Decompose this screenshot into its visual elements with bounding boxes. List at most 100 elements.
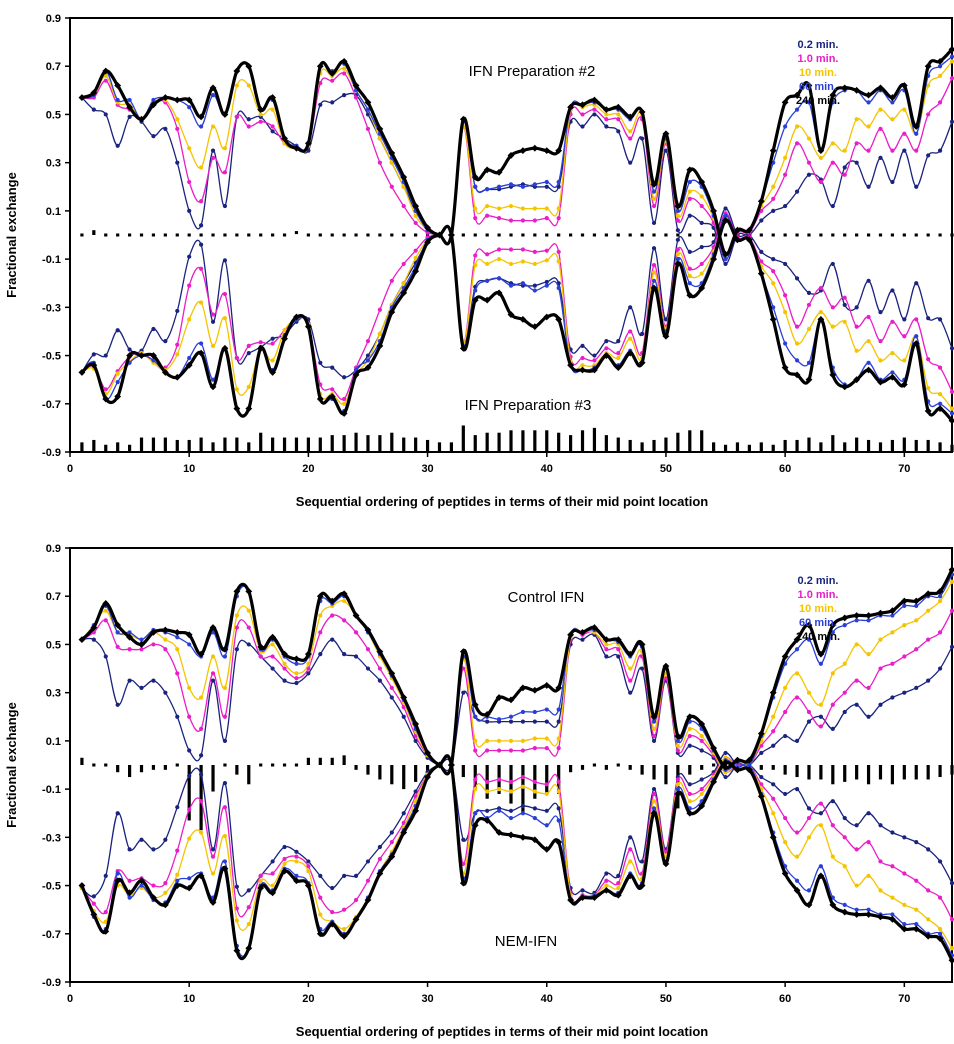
series-point bbox=[185, 361, 193, 369]
x-tick-label: 20 bbox=[302, 463, 314, 475]
difference-bar bbox=[390, 765, 394, 785]
series-point bbox=[209, 383, 217, 391]
series-point bbox=[163, 338, 168, 344]
series-point bbox=[866, 811, 871, 816]
series-point bbox=[699, 733, 704, 739]
series-point bbox=[734, 236, 741, 244]
difference-bar bbox=[390, 233, 394, 237]
series-point bbox=[889, 373, 896, 381]
series-point bbox=[926, 637, 931, 642]
difference-bar bbox=[92, 230, 96, 235]
difference-bar bbox=[473, 765, 477, 790]
series-point bbox=[806, 136, 812, 141]
series-point bbox=[818, 724, 823, 729]
series-point bbox=[102, 395, 110, 403]
series-point bbox=[282, 678, 287, 683]
difference-bar bbox=[878, 765, 883, 780]
difference-bar bbox=[771, 765, 775, 770]
difference-bar bbox=[807, 765, 811, 780]
y-tick-label: -0.9 bbox=[42, 447, 61, 459]
series-point bbox=[769, 833, 777, 841]
difference-bar bbox=[80, 442, 84, 452]
series-point bbox=[257, 884, 265, 892]
series-point bbox=[544, 283, 549, 288]
series-point bbox=[687, 179, 692, 185]
difference-bar bbox=[855, 233, 859, 237]
series-point bbox=[651, 263, 657, 268]
series-point bbox=[102, 600, 110, 607]
difference-bar bbox=[533, 233, 537, 237]
difference-bar bbox=[676, 765, 680, 809]
series-point bbox=[555, 147, 563, 155]
series-point bbox=[115, 871, 120, 876]
series-point bbox=[771, 796, 776, 801]
series-point bbox=[771, 269, 776, 274]
difference-bar bbox=[664, 233, 668, 237]
difference-bar bbox=[378, 233, 382, 237]
series-point bbox=[924, 62, 932, 70]
difference-bar bbox=[187, 233, 191, 237]
series-point bbox=[949, 59, 954, 64]
series-point bbox=[246, 83, 251, 88]
series-point bbox=[210, 871, 216, 876]
difference-bar bbox=[914, 439, 918, 452]
series-point bbox=[734, 226, 741, 234]
series-point bbox=[316, 930, 324, 938]
difference-bar bbox=[652, 233, 656, 237]
series-point bbox=[115, 379, 120, 385]
difference-bar bbox=[914, 233, 918, 237]
difference-bar bbox=[795, 439, 799, 452]
series-point bbox=[127, 878, 132, 883]
series-point bbox=[949, 411, 954, 416]
series-point bbox=[175, 647, 180, 652]
legend: 0.2 min. 1.0 min. 10 min. 60 min. 240 min. bbox=[796, 39, 840, 107]
difference-bar bbox=[843, 765, 847, 782]
series-point bbox=[127, 678, 132, 683]
difference-bar bbox=[211, 442, 215, 452]
difference-bar bbox=[735, 442, 740, 452]
series-point bbox=[674, 202, 682, 210]
x-tick-label: 50 bbox=[660, 993, 672, 1005]
series-point bbox=[781, 870, 789, 877]
difference-bar bbox=[163, 437, 167, 452]
series-point bbox=[628, 666, 633, 671]
difference-bar bbox=[92, 763, 96, 767]
series-point bbox=[294, 661, 299, 666]
series-point bbox=[508, 203, 514, 209]
series-point bbox=[115, 143, 120, 148]
x-tick-label: 70 bbox=[898, 993, 910, 1005]
series-point bbox=[853, 376, 861, 384]
series-point bbox=[722, 250, 729, 258]
series-point bbox=[401, 203, 406, 209]
difference-bar bbox=[688, 765, 692, 775]
series-point bbox=[699, 194, 704, 199]
series-point bbox=[257, 106, 265, 114]
series-point bbox=[342, 598, 347, 604]
series-point bbox=[507, 696, 515, 704]
series-point bbox=[520, 774, 526, 780]
series-point bbox=[604, 124, 609, 129]
series-point bbox=[246, 384, 251, 389]
series-point bbox=[318, 895, 323, 900]
series-point bbox=[650, 284, 658, 292]
difference-bar bbox=[127, 233, 132, 237]
y-tick-label: -0.7 bbox=[42, 399, 61, 411]
series-point bbox=[686, 713, 694, 721]
series-point bbox=[937, 365, 943, 370]
series-point bbox=[222, 291, 228, 297]
series-point bbox=[686, 809, 694, 817]
series-point bbox=[531, 323, 539, 331]
series-point bbox=[532, 719, 537, 724]
series-point bbox=[199, 242, 204, 247]
series-point bbox=[794, 647, 800, 652]
series-point bbox=[651, 733, 657, 739]
series-point bbox=[175, 671, 180, 676]
series-point bbox=[102, 67, 110, 75]
x-tick-label: 0 bbox=[67, 993, 73, 1005]
series-point bbox=[364, 98, 372, 106]
series-point bbox=[699, 777, 704, 782]
series-point bbox=[520, 709, 526, 715]
series-point bbox=[173, 373, 181, 381]
series-point bbox=[854, 117, 859, 122]
series-point bbox=[626, 650, 634, 658]
